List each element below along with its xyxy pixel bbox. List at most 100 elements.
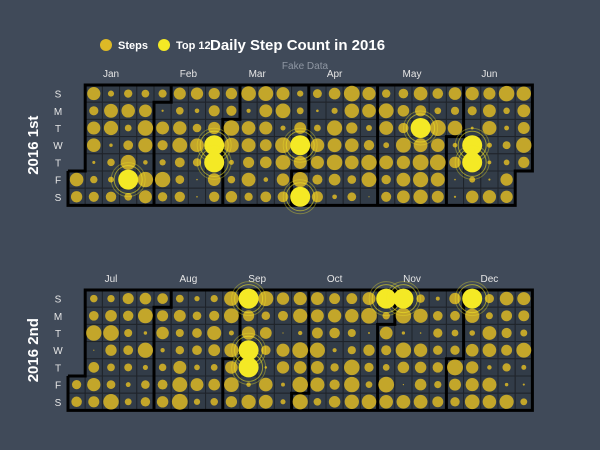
step-bubble[interactable] — [379, 326, 393, 340]
step-bubble[interactable] — [413, 394, 428, 409]
step-bubble[interactable] — [398, 122, 409, 134]
step-bubble[interactable] — [447, 120, 463, 136]
step-bubble[interactable] — [104, 103, 118, 118]
step-bubble[interactable] — [381, 174, 391, 185]
step-bubble[interactable] — [449, 156, 461, 169]
step-bubble[interactable] — [208, 378, 221, 391]
step-bubble[interactable] — [450, 397, 460, 407]
step-bubble[interactable] — [516, 137, 532, 153]
step-bubble[interactable] — [124, 363, 133, 372]
step-bubble[interactable] — [281, 382, 285, 387]
step-bubble[interactable] — [412, 154, 429, 171]
step-bubble[interactable] — [241, 121, 256, 135]
step-bubble[interactable] — [175, 106, 184, 115]
step-bubble[interactable] — [137, 342, 154, 358]
step-bubble[interactable] — [522, 383, 525, 386]
step-bubble[interactable] — [482, 326, 497, 340]
step-bubble[interactable] — [292, 342, 309, 359]
step-bubble[interactable] — [296, 107, 304, 115]
step-bubble[interactable] — [327, 309, 342, 323]
step-bubble[interactable] — [142, 364, 148, 370]
step-bubble[interactable] — [105, 344, 117, 356]
step-bubble[interactable] — [309, 342, 325, 358]
step-bubble[interactable] — [521, 364, 527, 370]
step-bubble[interactable] — [452, 142, 458, 148]
step-bubble[interactable] — [344, 394, 359, 409]
step-bubble[interactable] — [517, 104, 531, 118]
step-bubble[interactable] — [464, 394, 480, 410]
step-bubble[interactable] — [486, 142, 492, 148]
step-bubble[interactable] — [275, 155, 291, 170]
top-day-bubble[interactable] — [462, 288, 483, 309]
step-bubble[interactable] — [518, 156, 530, 168]
step-bubble[interactable] — [223, 120, 240, 136]
step-bubble[interactable] — [107, 294, 115, 303]
step-bubble[interactable] — [276, 361, 290, 374]
step-bubble[interactable] — [225, 396, 238, 408]
step-bubble[interactable] — [316, 109, 319, 113]
step-bubble[interactable] — [516, 86, 531, 101]
step-bubble[interactable] — [504, 382, 509, 387]
step-bubble[interactable] — [432, 396, 444, 408]
step-bubble[interactable] — [450, 345, 460, 355]
step-bubble[interactable] — [87, 138, 101, 152]
step-bubble[interactable] — [313, 124, 321, 132]
step-bubble[interactable] — [210, 364, 218, 371]
step-bubble[interactable] — [396, 172, 411, 187]
step-bubble[interactable] — [504, 125, 510, 131]
step-bubble[interactable] — [382, 89, 391, 98]
step-bubble[interactable] — [395, 137, 411, 153]
step-bubble[interactable] — [246, 108, 251, 113]
step-bubble[interactable] — [88, 396, 100, 408]
step-bubble[interactable] — [448, 378, 462, 391]
step-bubble[interactable] — [434, 107, 442, 115]
step-bubble[interactable] — [282, 332, 284, 334]
step-bubble[interactable] — [123, 345, 134, 356]
step-bubble[interactable] — [157, 293, 168, 304]
step-bubble[interactable] — [124, 89, 133, 98]
step-bubble[interactable] — [345, 138, 359, 152]
step-bubble[interactable] — [311, 327, 323, 339]
step-bubble[interactable] — [161, 109, 164, 112]
step-bubble[interactable] — [327, 120, 343, 136]
step-bubble[interactable] — [173, 309, 186, 322]
step-bubble[interactable] — [123, 310, 134, 321]
step-bubble[interactable] — [157, 140, 168, 151]
step-bubble[interactable] — [382, 312, 390, 320]
step-bubble[interactable] — [196, 178, 198, 181]
step-bubble[interactable] — [432, 310, 443, 321]
step-bubble[interactable] — [192, 328, 202, 338]
step-bubble[interactable] — [276, 292, 290, 305]
step-bubble[interactable] — [517, 122, 530, 134]
step-bubble[interactable] — [158, 89, 167, 98]
step-bubble[interactable] — [331, 107, 338, 114]
step-bubble[interactable] — [175, 345, 185, 355]
step-bubble[interactable] — [258, 377, 273, 392]
top-day-bubble[interactable] — [393, 288, 414, 309]
top-day-bubble[interactable] — [204, 152, 225, 173]
step-bubble[interactable] — [207, 325, 222, 341]
step-bubble[interactable] — [500, 190, 513, 203]
step-bubble[interactable] — [228, 330, 234, 336]
step-bubble[interactable] — [328, 396, 341, 408]
step-bubble[interactable] — [172, 137, 188, 153]
step-bubble[interactable] — [258, 86, 274, 102]
step-bubble[interactable] — [174, 157, 185, 168]
step-bubble[interactable] — [105, 191, 117, 203]
step-bubble[interactable] — [223, 308, 239, 324]
step-bubble[interactable] — [258, 394, 273, 409]
step-bubble[interactable] — [121, 104, 135, 118]
top-day-bubble[interactable] — [376, 288, 397, 309]
step-bubble[interactable] — [192, 345, 202, 356]
step-bubble[interactable] — [470, 126, 474, 130]
step-bubble[interactable] — [259, 104, 273, 118]
step-bubble[interactable] — [246, 382, 251, 387]
step-bubble[interactable] — [278, 310, 288, 321]
step-bubble[interactable] — [243, 156, 255, 168]
step-bubble[interactable] — [413, 308, 428, 323]
step-bubble[interactable] — [89, 106, 99, 116]
step-bubble[interactable] — [347, 328, 356, 338]
step-bubble[interactable] — [280, 399, 286, 405]
step-bubble[interactable] — [69, 172, 84, 187]
step-bubble[interactable] — [293, 308, 308, 323]
